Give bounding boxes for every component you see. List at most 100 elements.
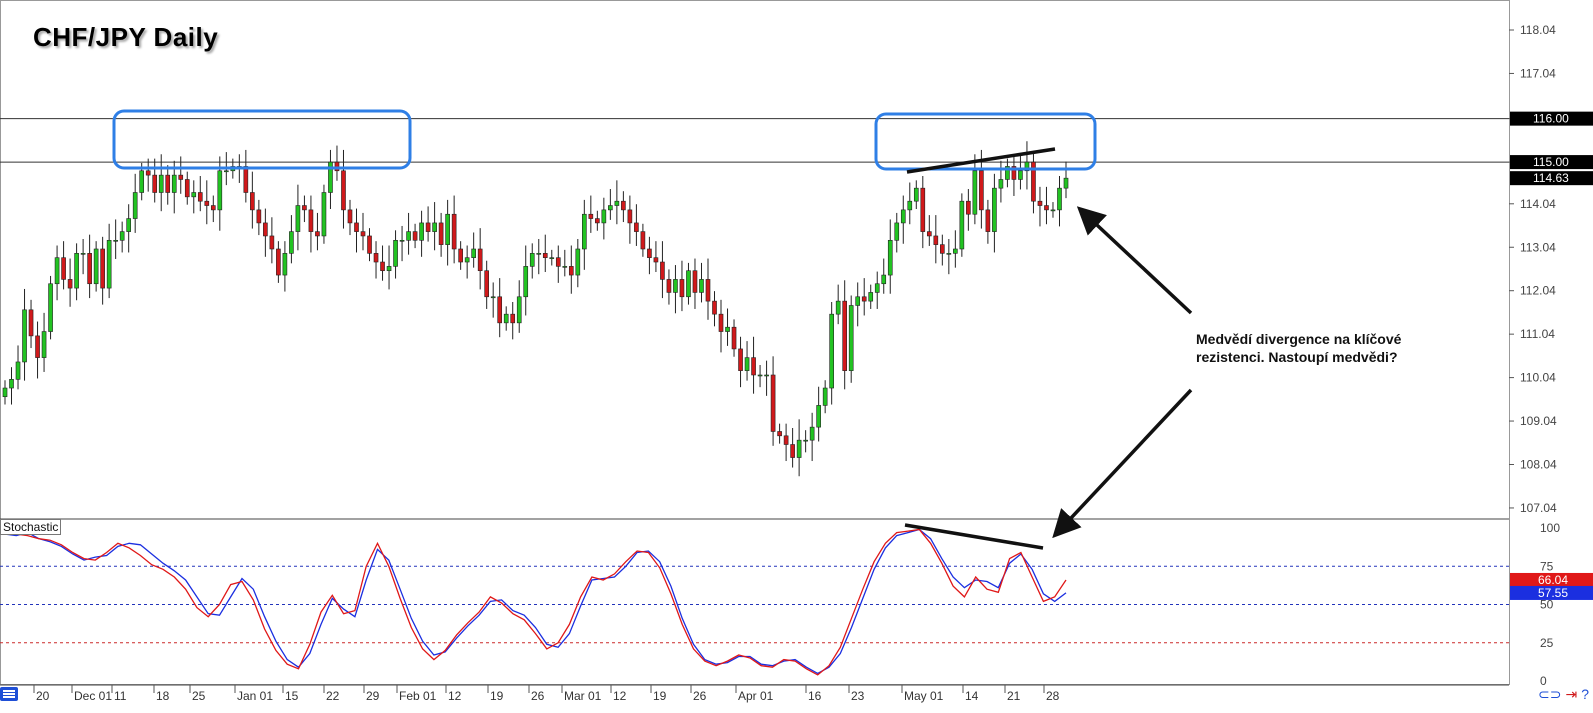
candle [725, 326, 730, 332]
candle [1057, 187, 1062, 211]
candle [777, 431, 782, 437]
candle [302, 205, 307, 211]
time-tick-label: Feb 01 [399, 689, 437, 703]
price-tick-label: 118.04 [1520, 23, 1556, 37]
time-tick-label: 25 [192, 689, 206, 703]
time-tick-label: 16 [808, 689, 822, 703]
candle [542, 253, 548, 258]
time-tick-label: 14 [965, 689, 979, 703]
candle [523, 266, 529, 298]
candle [1005, 166, 1010, 180]
chart-title: CHF/JPY Daily [33, 22, 219, 52]
candle [393, 239, 398, 267]
time-tick-label: 29 [366, 689, 380, 703]
candle [315, 231, 320, 237]
candle [243, 166, 249, 193]
candle [41, 331, 47, 358]
candle [1044, 205, 1049, 211]
price-tick-label: 112.04 [1520, 284, 1556, 298]
time-tick-label: Dec 01 [74, 689, 112, 703]
stochastic-trendline [904, 523, 1044, 550]
price-tick-label: 109.04 [1520, 414, 1557, 428]
arrow-icon[interactable]: ⇥ [1565, 686, 1578, 702]
candle [445, 213, 450, 245]
candle [328, 161, 333, 193]
candle [653, 257, 659, 263]
menu-icon[interactable] [0, 687, 18, 701]
help-icon[interactable]: ? [1581, 686, 1589, 702]
candle [67, 279, 73, 289]
candle [940, 244, 945, 254]
price-tag [1510, 155, 1593, 170]
candle [608, 205, 613, 211]
time-tick-label: 26 [693, 689, 707, 703]
candle [367, 235, 372, 254]
candle [354, 222, 359, 232]
candle [790, 444, 795, 458]
candle [829, 313, 834, 389]
candle [718, 313, 724, 332]
arrow-to-stochastic [1052, 388, 1193, 539]
price-tick-label: 114.04 [1520, 197, 1556, 211]
candle [412, 231, 418, 241]
candle [809, 426, 815, 441]
stochastic-value-tag-label: 57.55 [1538, 586, 1568, 600]
stochastic-tick-label: 100 [1540, 521, 1560, 535]
candle [1011, 166, 1017, 180]
stochastic-tick-label: 25 [1540, 636, 1554, 650]
candle [842, 300, 848, 371]
candle [536, 253, 542, 255]
candle [855, 296, 861, 306]
candle [2, 387, 8, 398]
candle [1050, 209, 1056, 212]
candle [588, 213, 594, 219]
time-tick-label: 12 [613, 689, 627, 703]
candle [705, 279, 711, 302]
candle [1037, 200, 1043, 206]
link-icon[interactable]: ⊂⊃ [1538, 686, 1562, 702]
candle [360, 231, 366, 237]
candle [660, 261, 665, 280]
candle [93, 248, 99, 285]
candle [184, 179, 190, 198]
candle [432, 222, 437, 232]
candle [9, 379, 14, 389]
candle [516, 296, 522, 324]
candle [679, 279, 685, 298]
candle [1018, 170, 1023, 180]
candle [87, 253, 92, 285]
candle [399, 239, 405, 242]
resistance-box-left [112, 109, 412, 170]
candle [386, 266, 392, 272]
candle [380, 261, 385, 272]
arrow-to-price [1076, 206, 1193, 315]
time-tick-label: 15 [285, 689, 299, 703]
price-tick-label: 113.04 [1520, 240, 1556, 254]
candle [438, 222, 444, 245]
stochastic-value-tag [1510, 572, 1593, 587]
candle [1063, 177, 1069, 189]
stochastic-tick-label: 50 [1540, 598, 1554, 612]
candle [503, 313, 509, 324]
candle [152, 174, 158, 193]
price-tag-label: 114.63 [1533, 171, 1569, 185]
stochastic-line-pct-k [4, 528, 1067, 675]
stochastic-line-pct-d [4, 528, 1067, 676]
candle [972, 170, 978, 215]
price-tag [1510, 171, 1593, 186]
candle [647, 248, 652, 258]
candle [614, 200, 620, 206]
stochastic-label[interactable]: Stochastic [0, 519, 62, 535]
candle [171, 174, 177, 193]
candle [959, 200, 965, 250]
candle [22, 309, 27, 363]
price-tick-label: 107.04 [1520, 501, 1557, 515]
time-tick-label: 28 [1046, 689, 1060, 703]
candle [992, 187, 997, 232]
candle [165, 174, 171, 193]
candle [555, 257, 561, 267]
candle [549, 257, 555, 259]
candle [816, 405, 821, 428]
candle [874, 283, 880, 293]
candle [985, 209, 991, 232]
